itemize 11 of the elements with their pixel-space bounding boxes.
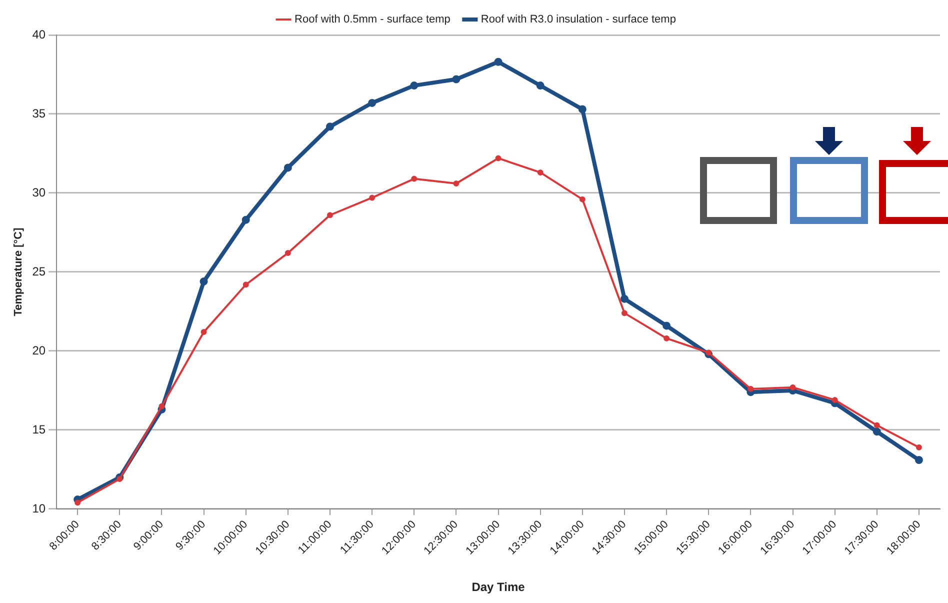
y-tick-label: 30 bbox=[32, 185, 46, 200]
legend-label: Roof with 0.5mm - surface temp bbox=[294, 14, 450, 26]
y-tick-label: 20 bbox=[32, 343, 46, 358]
y-tick-label: 10 bbox=[32, 501, 46, 516]
x-axis-title: Day Time bbox=[472, 580, 526, 594]
legend-label: Roof with R3.0 insulation - surface temp bbox=[480, 14, 676, 26]
y-axis-title: Temperature [°C] bbox=[12, 227, 25, 316]
y-tick-label: 35 bbox=[32, 106, 46, 120]
y-tick-label: 40 bbox=[32, 27, 46, 42]
y-tick-label: 15 bbox=[32, 422, 46, 436]
y-tick-label: 25 bbox=[32, 264, 46, 278]
